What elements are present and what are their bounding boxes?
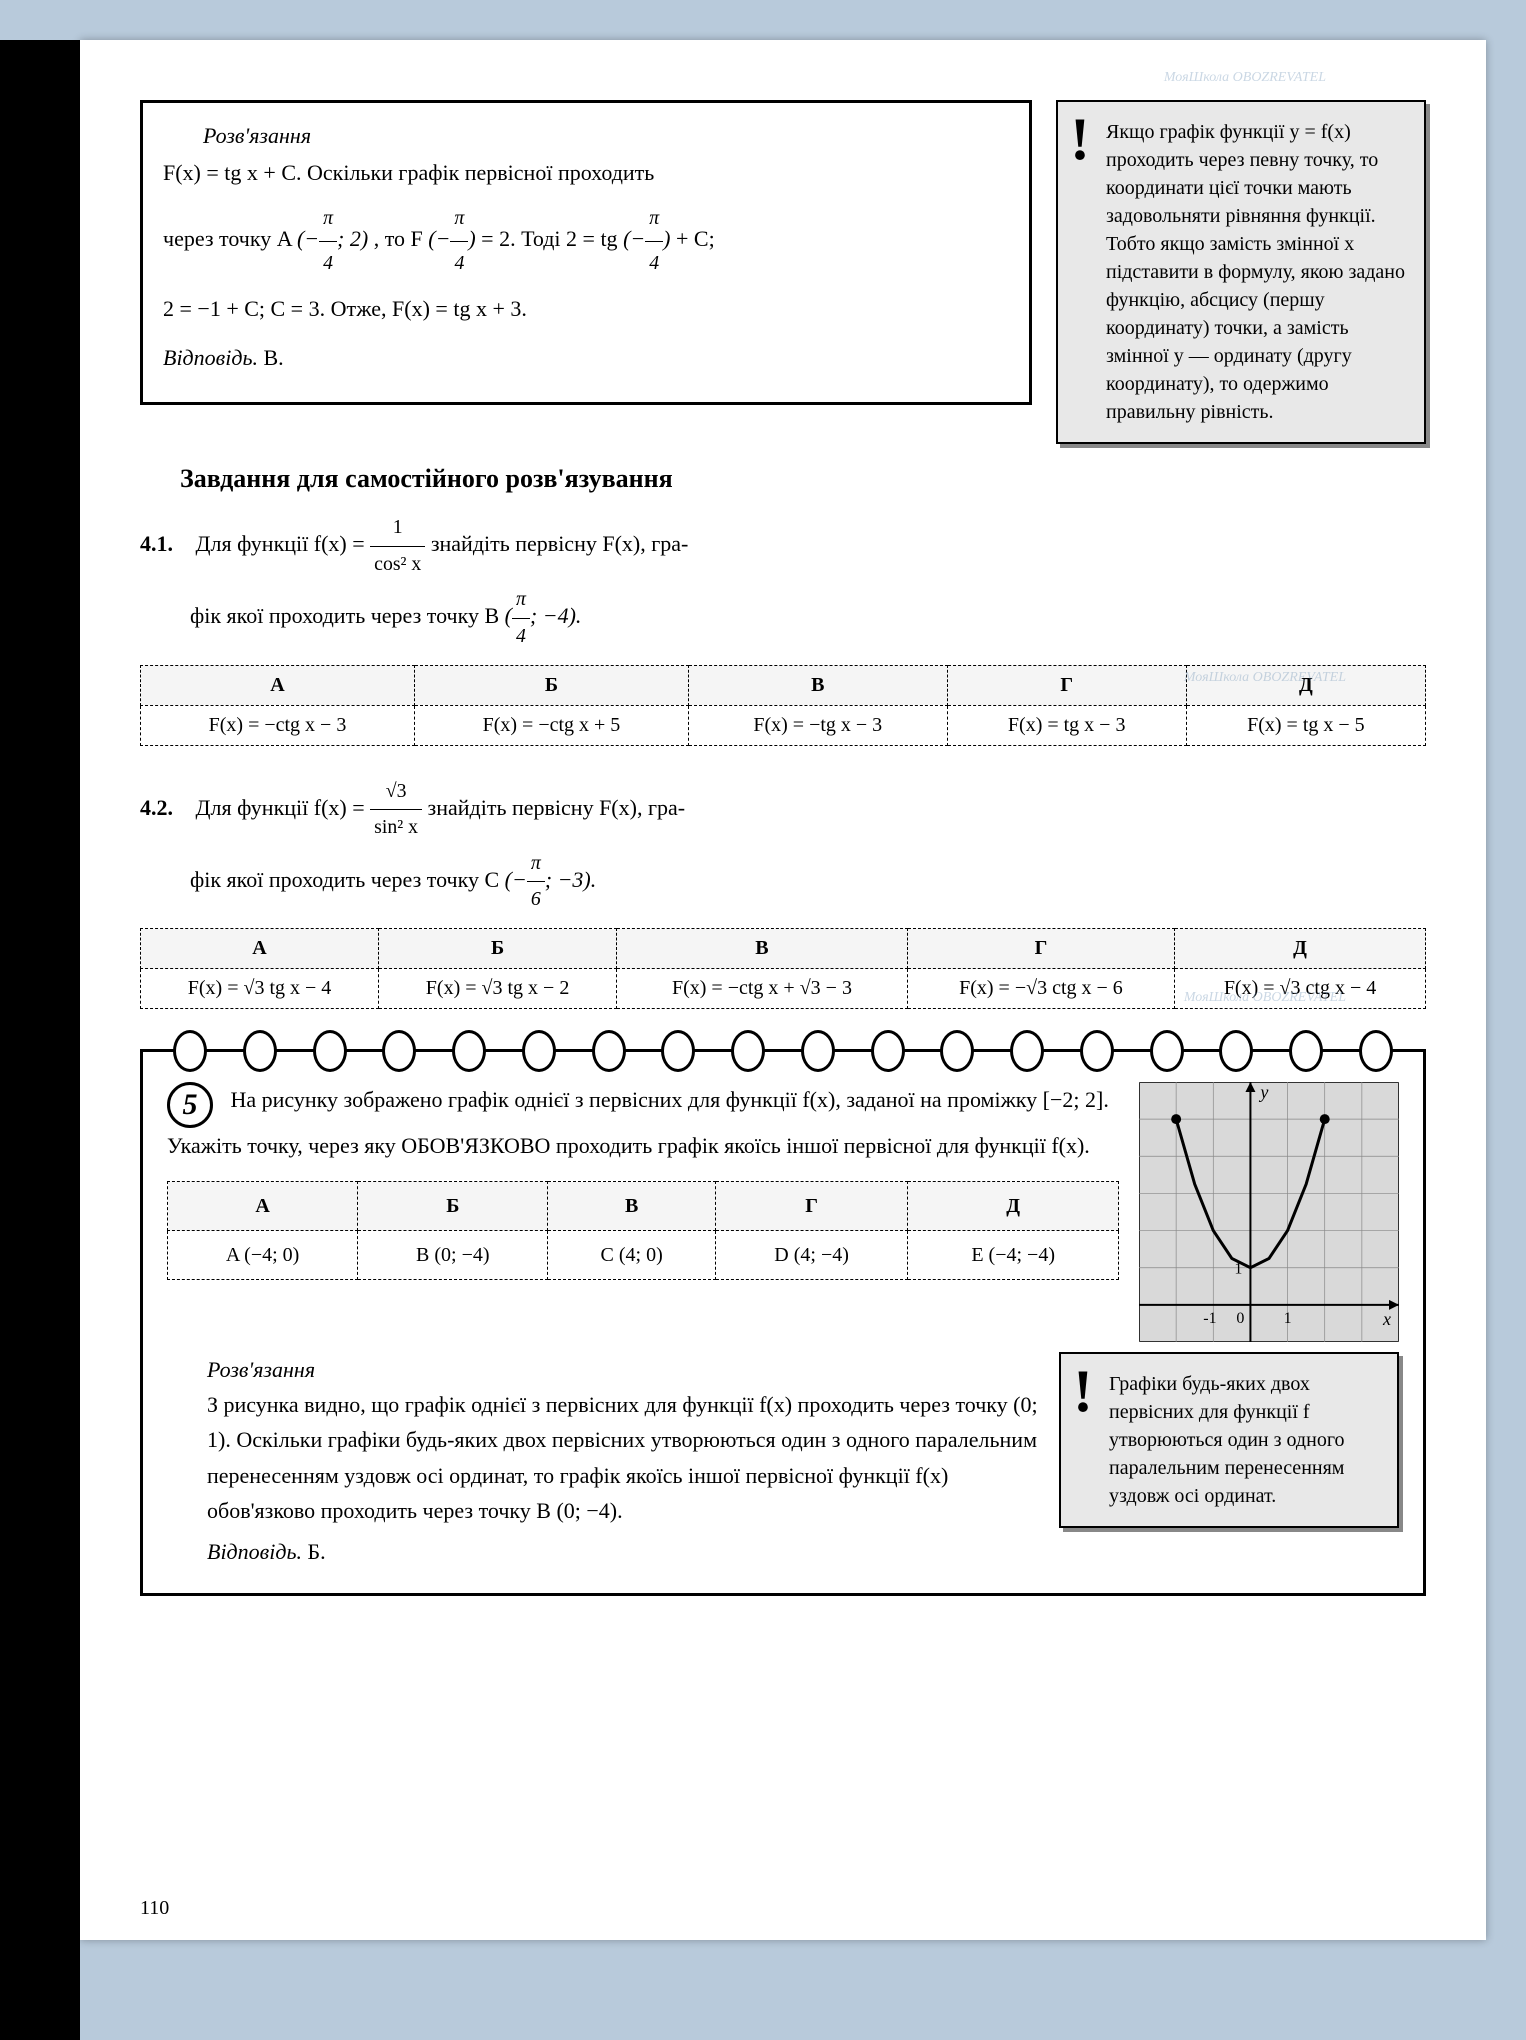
sol1-line3: 2 = −1 + C; C = 3. Отже, F(x) = tg x + 3… <box>163 296 527 321</box>
answers-table-4-2: А Б В Г Д F(x) = √3 tg x − 4 F(x) = √3 t… <box>140 928 1426 1009</box>
notebook-box: 5 На рисунку зображено графік однієї з п… <box>140 1049 1426 1596</box>
sol1-line2a: через точку A <box>163 226 291 251</box>
sol1-line2b: , то F <box>374 226 423 251</box>
graph-parabola: y x 0 1 1 -1 <box>1139 1082 1399 1342</box>
sol1-line2d: + C; <box>676 226 715 251</box>
svg-text:1: 1 <box>1234 1261 1242 1278</box>
task-4-2: 4.2. Для функції f(x) = √3sin² x знайдіт… <box>140 774 1426 919</box>
note-box-2: ! Графіки будь-яких двох первісних для ф… <box>1059 1352 1399 1528</box>
note1-text: Якщо графік функції y = f(x) проходить ч… <box>1106 121 1405 423</box>
svg-text:x: x <box>1382 1309 1391 1329</box>
answer-label: Відповідь. <box>163 345 258 370</box>
answers-table-4-1: А Б В Г Д F(x) = −ctg x − 3 F(x) = −ctg … <box>140 665 1426 746</box>
answer-label: Відповідь. <box>207 1539 302 1564</box>
task-num: 4.2. <box>140 788 190 828</box>
task-5-number: 5 <box>167 1082 213 1128</box>
svg-text:0: 0 <box>1236 1310 1244 1327</box>
svg-text:y: y <box>1258 1082 1268 1102</box>
task-4-1: 4.1. Для функції f(x) = 1cos² x знайдіть… <box>140 510 1426 655</box>
answer-value: В. <box>263 345 283 370</box>
task5-solution: З рисунка видно, що графік однієї з перв… <box>207 1387 1039 1528</box>
sol1-line2c: = 2. Тоді 2 = tg <box>481 226 617 251</box>
exclamation-icon: ! <box>1073 1370 1093 1412</box>
task-num: 4.1. <box>140 524 190 564</box>
exclamation-icon: ! <box>1070 118 1090 160</box>
note-box-1: ! Якщо графік функції y = f(x) проходить… <box>1056 100 1426 444</box>
svg-text:1: 1 <box>1284 1310 1292 1327</box>
answers-table-5: А Б В Г Д A (−4; 0) B (0; −4) C (4; 0) D… <box>167 1181 1119 1280</box>
answer-value: Б. <box>307 1539 325 1564</box>
sol1-line1: F(x) = tg x + C. Оскільки графік первісн… <box>163 160 654 185</box>
note2-text: Графіки будь-яких двох первісних для фун… <box>1109 1373 1345 1507</box>
solution-label: Розв'язання <box>207 1352 1039 1387</box>
page: МояШкола OBOZREVATEL МояШкола OBOZREVATE… <box>80 40 1486 1940</box>
task5-text: На рисунку зображено графік однієї з пер… <box>167 1087 1109 1158</box>
watermark: МояШкола OBOZREVATEL <box>1164 70 1326 86</box>
ring-binding-icon <box>173 1030 1393 1072</box>
solution-box-1: Розв'язання F(x) = tg x + C. Оскільки гр… <box>140 100 1032 405</box>
section-title: Завдання для самостійного розв'язування <box>180 464 1426 494</box>
page-number: 110 <box>140 1897 169 1920</box>
solution-label: Розв'язання <box>203 123 1009 149</box>
svg-text:-1: -1 <box>1203 1310 1216 1327</box>
